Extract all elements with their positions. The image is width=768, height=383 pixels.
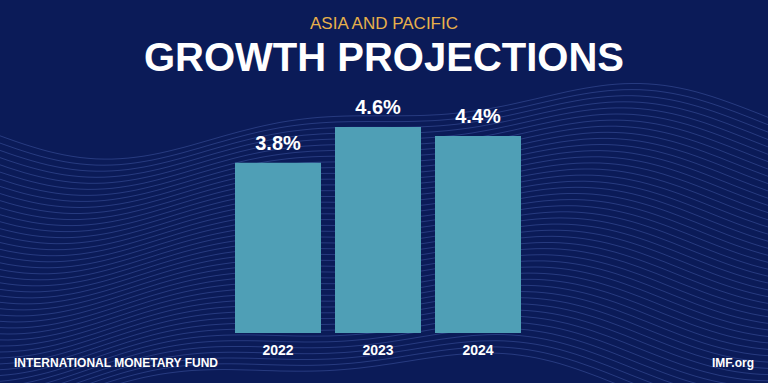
svg-text:3.8%: 3.8% <box>255 132 301 154</box>
svg-text:INTERNATIONAL MONETARY FUND: INTERNATIONAL MONETARY FUND <box>14 356 218 370</box>
svg-text:2024: 2024 <box>462 342 493 358</box>
svg-text:2022: 2022 <box>262 342 293 358</box>
svg-text:IMF.org: IMF.org <box>712 356 754 370</box>
svg-text:4.4%: 4.4% <box>455 105 501 127</box>
svg-text:4.6%: 4.6% <box>355 96 401 118</box>
svg-text:GROWTH PROJECTIONS: GROWTH PROJECTIONS <box>144 35 624 79</box>
svg-text:2023: 2023 <box>362 342 393 358</box>
svg-text:ASIA AND PACIFIC: ASIA AND PACIFIC <box>310 14 458 33</box>
